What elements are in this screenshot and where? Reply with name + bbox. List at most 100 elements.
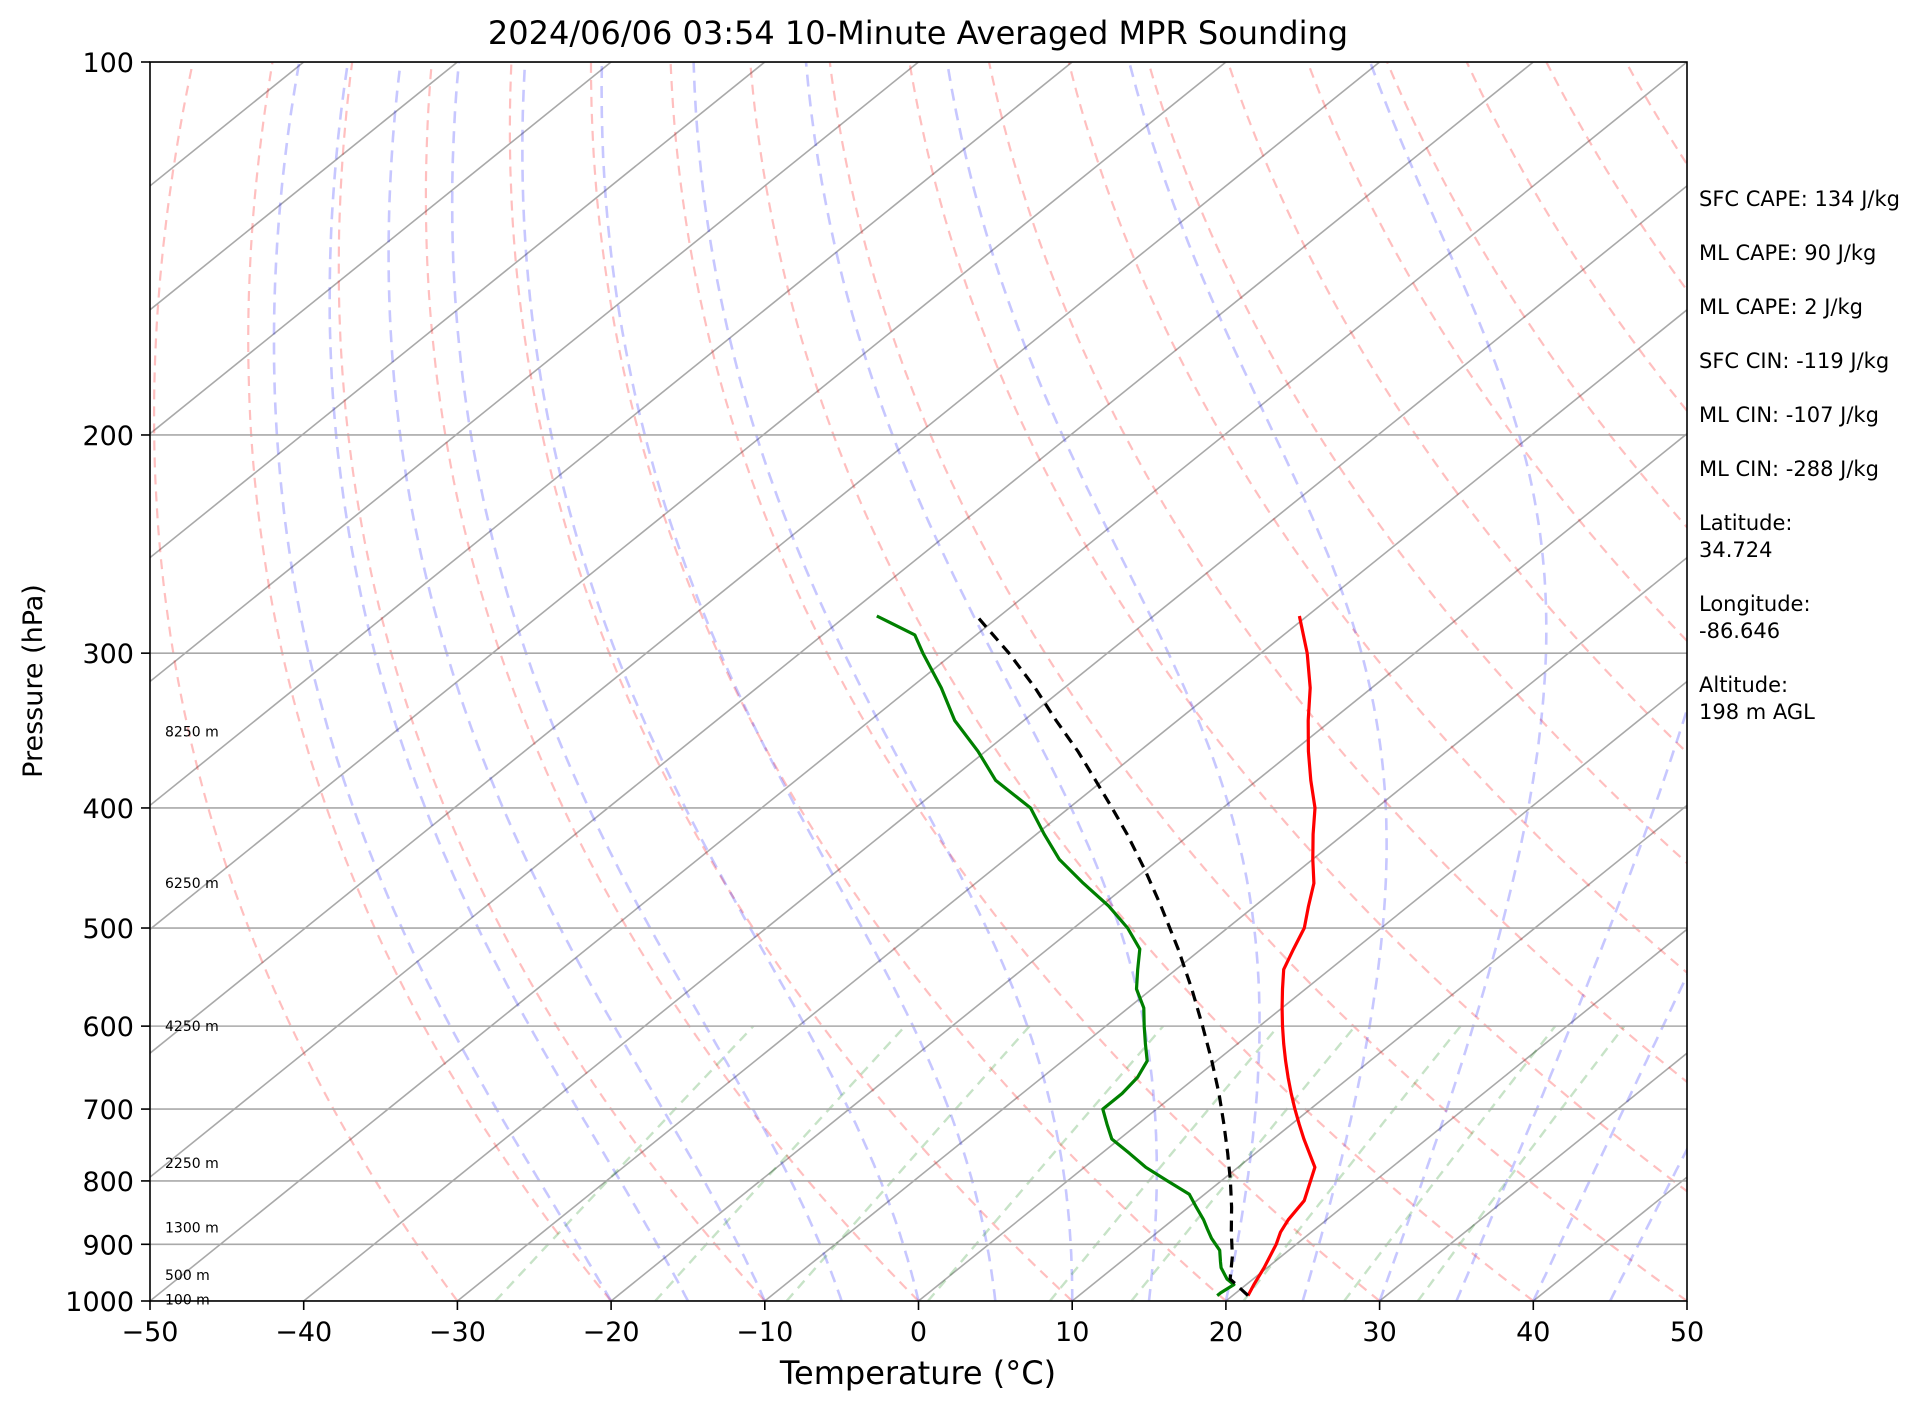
dry-adiabat	[828, 62, 1687, 1301]
y-tick-label: 600	[82, 1012, 134, 1043]
dry-adiabat	[669, 62, 1381, 1301]
y-axis-ticks: 1000 900 800 700 600 500 400 300 200 100	[65, 48, 150, 1318]
height-label: 8250 m	[165, 724, 219, 740]
height-labels: 8250 m 6250 m 4250 m 2250 m 1300 m 500 m 100 m	[165, 724, 219, 1308]
dry-adiabat	[508, 62, 1073, 1301]
isotherm	[303, 184, 1687, 1301]
moist-adiabat	[945, 62, 1261, 1301]
x-tick-label: 20	[1209, 1317, 1243, 1348]
y-tick-label: 900	[82, 1230, 134, 1261]
moist-adiabat	[692, 62, 1074, 1301]
x-axis-label: Temperature (°C)	[779, 1354, 1056, 1392]
mixing-ratio-line	[494, 1025, 755, 1301]
isotherm	[917, 680, 1687, 1301]
y-tick-label: 100	[82, 48, 134, 79]
isotherm	[764, 556, 1687, 1301]
pressure-gridlines	[150, 62, 1687, 1301]
y-tick-label: 400	[82, 794, 134, 825]
x-tick-label: −10	[736, 1317, 793, 1348]
stat-sfc-cape: SFC CAPE: 134 J/kg	[1699, 187, 1900, 211]
dry-adiabat	[589, 62, 1227, 1301]
height-label: 2250 m	[165, 1156, 219, 1172]
y-axis-label: Pressure (hPa)	[18, 584, 49, 778]
background-lines	[150, 62, 1687, 1301]
stat-longitude: Longitude: -86.646	[1699, 592, 1811, 643]
x-tick-label: 0	[910, 1317, 927, 1348]
y-tick-label: 300	[82, 639, 134, 670]
mixing-ratio-line	[1416, 1025, 1626, 1301]
moist-adiabat	[804, 62, 1159, 1301]
mixing-ratio-line	[1130, 1025, 1357, 1301]
dry-adiabat	[1386, 62, 1687, 529]
x-tick-label: −20	[583, 1317, 640, 1348]
height-label: 500 m	[165, 1268, 210, 1284]
moist-adiabat	[272, 62, 613, 1301]
stat-sfc-cin: SFC CIN: -119 J/kg	[1699, 349, 1890, 373]
x-tick-label: 50	[1670, 1317, 1704, 1348]
height-label: 100 m	[165, 1292, 210, 1308]
y-tick-label: 200	[82, 421, 134, 452]
mixing-ratio-line	[1242, 1025, 1462, 1301]
stat-altitude: Altitude: 198 m AGL	[1699, 673, 1815, 724]
stat-ml-cin: ML CIN: -107 J/kg	[1699, 403, 1879, 427]
isotherm	[1379, 1052, 1687, 1301]
x-tick-label: 40	[1516, 1317, 1550, 1348]
isotherm	[1225, 928, 1687, 1301]
moist-adiabat	[450, 62, 843, 1301]
x-tick-label: 30	[1362, 1317, 1396, 1348]
moist-adiabat	[328, 62, 690, 1301]
series-parcel-line	[975, 614, 1250, 1297]
moist-adiabat	[521, 62, 920, 1301]
stat-ml-cape: ML CAPE: 90 J/kg	[1699, 241, 1877, 265]
dry-adiabat	[153, 62, 459, 1301]
mixing-ratio-line	[926, 1025, 1165, 1301]
sounding-stats-panel: SFC CAPE: 134 J/kg ML CAPE: 90 J/kg ML C…	[1699, 186, 1914, 753]
isotherm	[456, 308, 1687, 1301]
y-tick-label: 500	[82, 914, 134, 945]
y-tick-label: 700	[82, 1095, 134, 1126]
moist-adiabat	[387, 62, 766, 1301]
height-label: 4250 m	[165, 1019, 219, 1035]
mixing-ratio-line	[785, 1025, 1031, 1301]
dry-adiabat	[424, 62, 920, 1301]
dry-adiabat	[1306, 62, 1687, 643]
dry-adiabat	[749, 62, 1534, 1301]
dry-adiabat	[1545, 62, 1687, 293]
x-tick-label: −30	[429, 1317, 486, 1348]
isotherm	[150, 62, 1073, 807]
dry-adiabat	[908, 62, 1687, 1193]
moist-adiabat	[1368, 62, 1548, 1301]
dry-adiabat	[247, 62, 612, 1301]
y-tick-label: 1000	[65, 1287, 134, 1318]
isotherm	[150, 62, 1227, 931]
y-tick-label: 800	[82, 1167, 134, 1198]
isotherm	[150, 62, 458, 311]
series-temperature-line	[1246, 615, 1317, 1297]
dry-adiabat	[1226, 62, 1687, 755]
x-tick-label: 10	[1055, 1317, 1089, 1348]
x-tick-label: −40	[275, 1317, 332, 1348]
isotherm	[610, 432, 1687, 1301]
dry-adiabat	[337, 62, 766, 1301]
isotherm	[1071, 804, 1687, 1301]
x-tick-label: −50	[122, 1317, 179, 1348]
sounding-series	[876, 614, 1317, 1297]
isotherm	[150, 62, 1687, 1301]
isotherm	[150, 62, 920, 683]
mixing-ratio-line	[1343, 1025, 1557, 1301]
dry-adiabat	[1147, 62, 1687, 865]
x-axis-ticks: −50 −40 −30 −20 −10 0 10 20 30 40 50	[122, 1301, 1704, 1348]
isotherm	[150, 62, 612, 435]
isotherm	[150, 62, 1534, 1179]
isotherm	[150, 62, 1381, 1055]
height-label: 1300 m	[165, 1220, 219, 1236]
chart-title: 2024/06/06 03:54 10-Minute Averaged MPR …	[488, 14, 1348, 52]
height-label: 6250 m	[165, 876, 219, 892]
dry-adiabat	[1465, 62, 1687, 413]
stat-latitude: Latitude: 34.724	[1699, 511, 1793, 562]
stat-mu-cape: ML CAPE: 2 J/kg	[1699, 295, 1864, 319]
mixing-ratio-line	[654, 1025, 906, 1301]
moist-adiabat	[600, 62, 997, 1301]
moist-adiabat	[1455, 62, 1687, 1301]
